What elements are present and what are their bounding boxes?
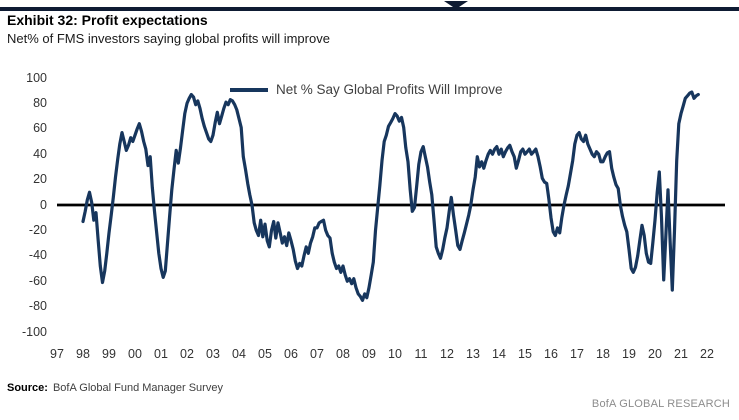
x-tick-label: 19 [622, 347, 636, 361]
y-tick-label: -20 [28, 222, 47, 237]
y-tick-label: 80 [33, 95, 47, 110]
x-tick-label: 11 [414, 347, 428, 361]
y-tick-label: 100 [26, 70, 47, 85]
x-tick-label: 04 [232, 347, 246, 361]
y-tick-label: -80 [28, 299, 47, 314]
x-tick-label: 18 [596, 347, 610, 361]
x-tick-label: 08 [336, 347, 350, 361]
x-tick-label: 13 [466, 347, 480, 361]
source-label: Source: [7, 382, 48, 394]
x-tick-label: 15 [518, 347, 532, 361]
y-tick-label: -100 [21, 324, 47, 339]
y-tick-label: 0 [40, 197, 47, 212]
x-tick-label: 03 [206, 347, 220, 361]
top-divider-rule [0, 7, 739, 11]
source-line: Source: BofA Global Fund Manager Survey [7, 382, 223, 394]
legend: Net % Say Global Profits Will Improve [230, 82, 503, 97]
exhibit-subtitle: Net% of FMS investors saying global prof… [7, 31, 330, 46]
x-tick-label: 05 [258, 347, 272, 361]
x-tick-label: 00 [128, 347, 142, 361]
source-text: BofA Global Fund Manager Survey [52, 382, 223, 394]
x-tick-label: 12 [440, 347, 454, 361]
exhibit-title: Exhibit 32: Profit expectations [7, 12, 208, 28]
y-tick-label: -40 [28, 248, 47, 263]
y-tick-label: -60 [28, 273, 47, 288]
x-tick-label: 16 [544, 347, 558, 361]
legend-label: Net % Say Global Profits Will Improve [276, 82, 503, 97]
cropped-heading-fragment [444, 1, 468, 9]
x-tick-label: 07 [310, 347, 324, 361]
y-tick-label: 40 [33, 146, 47, 161]
x-tick-label: 98 [76, 347, 90, 361]
x-tick-label: 20 [648, 347, 662, 361]
legend-line-swatch [230, 87, 268, 92]
x-tick-label: 97 [50, 347, 64, 361]
x-tick-label: 99 [102, 347, 116, 361]
y-tick-label: 20 [33, 172, 47, 187]
brand-mark: BofA GLOBAL RESEARCH [591, 398, 730, 410]
y-tick-label: 60 [33, 121, 47, 136]
x-tick-label: 21 [674, 347, 688, 361]
x-tick-label: 09 [362, 347, 376, 361]
x-tick-label: 22 [700, 347, 714, 361]
x-tick-label: 01 [154, 347, 168, 361]
x-tick-label: 02 [180, 347, 194, 361]
x-tick-label: 10 [388, 347, 402, 361]
x-tick-label: 17 [570, 347, 584, 361]
profit-expectations-series [81, 90, 700, 302]
x-tick-label: 14 [492, 347, 506, 361]
x-tick-label: 06 [284, 347, 298, 361]
